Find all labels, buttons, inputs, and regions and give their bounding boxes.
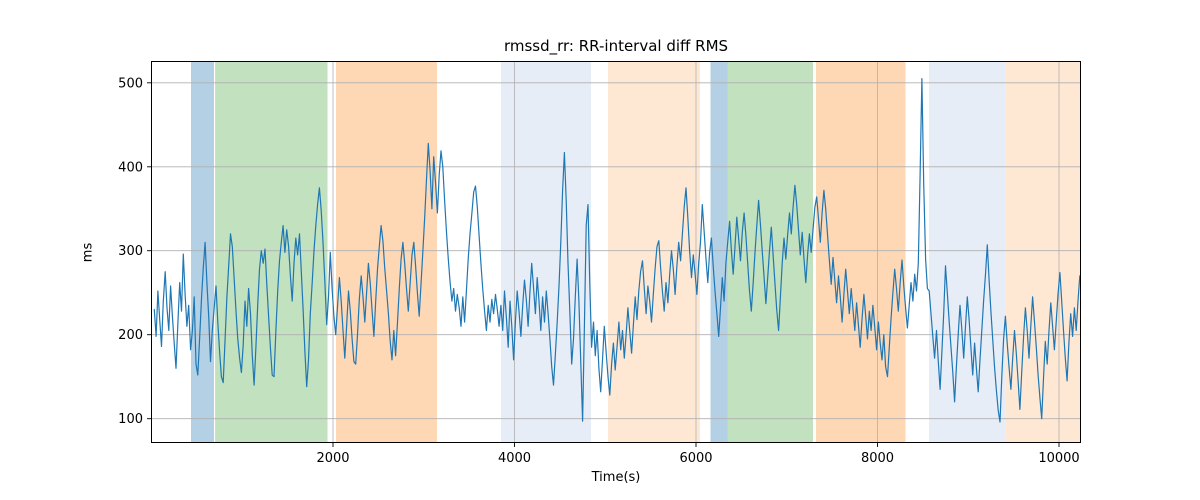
chart-title: rmssd_rr: RR-interval diff RMS	[503, 37, 729, 55]
y-tick-label-500: 500	[118, 76, 143, 91]
band-lightblue-1	[501, 61, 591, 443]
band-green-1	[215, 61, 328, 443]
x-tick-label-8000: 8000	[861, 451, 894, 466]
band-lightblue-2	[929, 61, 1005, 443]
band-green-2	[727, 61, 813, 443]
x-axis-label: Time(s)	[591, 470, 641, 485]
x-tick-label-10000: 10000	[1038, 451, 1079, 466]
y-tick-label-300: 300	[118, 244, 143, 259]
axes-spines	[151, 61, 1081, 443]
band-lightorange-1	[608, 61, 700, 443]
y-axis-label: ms	[80, 242, 96, 263]
band-blue-1	[191, 61, 214, 443]
x-tick-label-6000: 6000	[679, 451, 712, 466]
band-blue-2	[710, 61, 728, 443]
y-tick-label-400: 400	[118, 160, 143, 175]
y-tick-label-100: 100	[118, 412, 143, 427]
y-tick-label-200: 200	[118, 328, 143, 343]
x-tick-label-4000: 4000	[498, 451, 531, 466]
band-orange-1	[336, 61, 437, 443]
series-line-rmssd_rr	[153, 77, 1081, 423]
band-orange-2	[815, 61, 906, 443]
x-tick-label-2000: 2000	[316, 451, 349, 466]
